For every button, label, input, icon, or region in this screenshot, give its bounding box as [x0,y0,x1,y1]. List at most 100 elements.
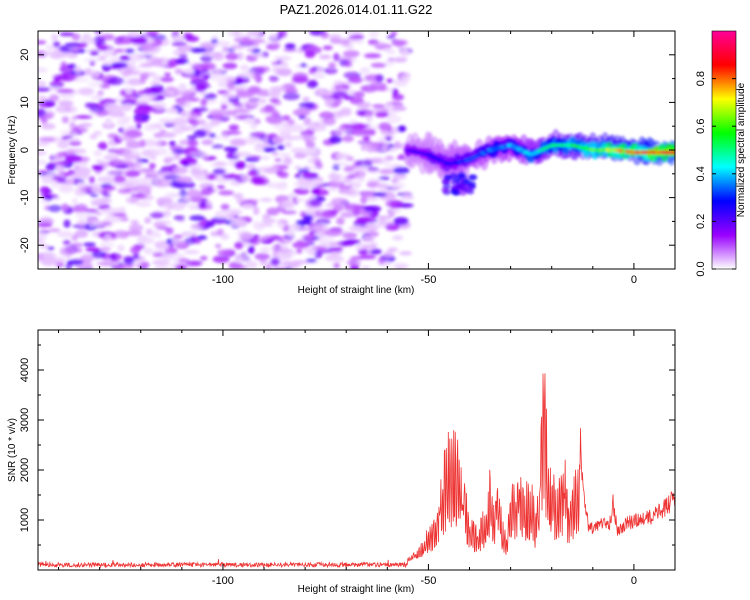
noise-blob [229,138,247,147]
noise-blob [247,100,265,108]
noise-blob [255,66,271,73]
ridge-lobe-blob [462,178,471,185]
noise-blob [360,196,368,205]
noise-blob [40,257,58,267]
noise-blob [250,53,266,58]
noise-blob [234,151,252,158]
noise-blob [391,128,399,133]
noise-blob [399,48,410,57]
noise-blob [112,213,127,217]
noise-blob [39,199,52,204]
noise-blob [90,193,99,198]
noise-blob [318,54,332,60]
noise-blob [275,181,288,191]
noise-blob [269,91,281,99]
colorbar-tick-label: 0.6 [695,119,707,134]
noise-blob [167,87,180,92]
noise-blob [245,136,257,145]
noise-blob [178,83,187,90]
noise-blob [261,155,270,161]
noise-blob [268,75,279,82]
noise-blob [372,41,385,46]
noise-blob [77,167,92,176]
noise-blob [74,115,93,119]
noise-blob [201,139,214,146]
noise-blob [300,129,315,138]
noise-blob [308,68,317,75]
noise-blob [378,122,392,131]
noise-blob [144,140,161,147]
noise-blob [40,123,56,130]
noise-blob [242,174,249,182]
noise-blob [196,235,208,240]
noise-blob [295,198,305,203]
noise-blob [76,173,90,179]
noise-blob [177,100,186,106]
noise-blob [80,36,96,45]
noise-blob [212,112,223,120]
noise-blob [96,261,113,266]
snr-x-tick-label: -50 [420,575,436,587]
noise-blob [186,181,196,189]
noise-blob [110,170,129,175]
noise-blob [97,141,108,151]
noise-blob [236,52,244,61]
noise-blob [224,109,238,116]
noise-blob [388,105,407,112]
noise-blob [51,33,59,42]
noise-blob [333,52,340,61]
noise-blob [172,166,189,175]
noise-blob [226,81,236,89]
noise-blob [128,224,144,232]
noise-blob [329,135,342,144]
noise-blob [38,95,46,103]
noise-blob [195,83,207,93]
noise-blob [73,78,90,82]
noise-blob [297,168,304,174]
noise-blob [124,170,141,178]
noise-blob [220,203,230,211]
noise-blob [226,77,237,83]
noise-blob [255,166,266,173]
noise-blob [117,244,125,252]
noise-blob [314,126,323,132]
noise-blob [355,39,365,45]
colorbar-tick-label: 0.2 [695,214,707,229]
noise-blob [322,116,336,126]
noise-blob [287,119,295,125]
noise-blob [70,137,80,143]
noise-blob [274,158,282,162]
noise-blob [225,52,239,61]
noise-blob [370,249,382,255]
noise-blob [223,92,231,98]
noise-blob [399,251,413,256]
noise-blob [277,31,287,39]
noise-blob [320,31,330,39]
noise-blob [279,60,287,67]
noise-blob [89,60,96,66]
noise-blob [210,38,219,44]
noise-blob [187,139,199,147]
noise-blob [90,199,102,207]
ridge-lobe-blob [443,174,452,181]
noise-blob [175,264,188,269]
noise-blob [402,191,411,195]
noise-blob [97,45,109,51]
noise-blob [216,185,225,189]
colorbar-axis: 0.0 0.2 0.4 0.6 0.8 [695,71,736,277]
noise-blob [125,48,135,54]
noise-blob [196,175,207,182]
noise-blob [144,217,152,224]
noise-blob [146,31,159,36]
noise-blob [91,250,107,259]
noise-blob [65,178,75,185]
spectrogram-y-tick-label: 10 [19,96,31,108]
noise-blob [302,214,313,222]
noise-blob [67,63,77,69]
noise-blob [137,98,152,105]
noise-blob [56,88,75,94]
noise-blob [125,230,143,237]
noise-blob [189,215,206,221]
noise-blob [270,257,280,267]
noise-blob [39,186,51,195]
